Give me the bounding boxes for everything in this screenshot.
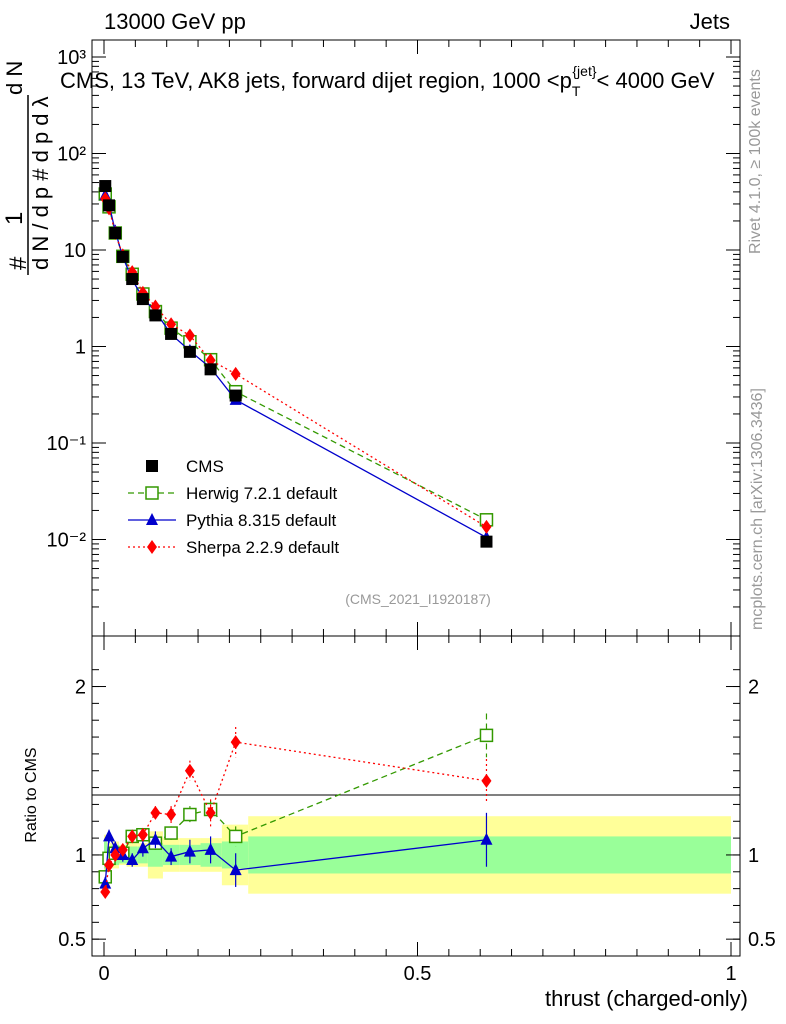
ratio-point <box>164 826 178 840</box>
ratio-point <box>204 842 217 855</box>
series-herwig <box>98 187 494 527</box>
y-tick-label: 10³ <box>57 47 86 69</box>
ratio-series-sherpa <box>100 726 492 899</box>
ratio-series-pythia <box>99 812 493 891</box>
data-point <box>183 345 196 358</box>
ratio-point <box>479 728 494 743</box>
ratio-ylabel: Ratio to CMS <box>23 747 40 842</box>
legend-marker <box>146 513 158 525</box>
ratio-y-tick-label-right: 1 <box>748 845 759 867</box>
ratio-point <box>183 844 196 857</box>
analysis-id-label: (CMS_2021_I1920187) <box>345 591 491 607</box>
ratio-point <box>205 805 216 820</box>
legend-marker <box>146 460 158 472</box>
inner-band <box>200 843 222 867</box>
data-point <box>99 180 112 193</box>
data-point <box>184 328 195 343</box>
data-point <box>116 250 129 263</box>
data-point <box>230 366 241 381</box>
ratio-point <box>127 829 138 844</box>
ratio-y-tick-label: 2 <box>75 677 86 699</box>
ratio-axis: 0.5 0.5 1 1 2 2 0 0.5 1 <box>58 636 776 985</box>
inner-band <box>221 841 249 869</box>
y-tick-label: 10⁻² <box>47 529 87 551</box>
x-tick-label: 1 <box>725 963 736 985</box>
svg-text:d N: d N <box>2 61 27 95</box>
ratio-uncertainty-bands <box>104 816 731 894</box>
header-right-label: Jets <box>690 9 730 34</box>
svg-text:d N / d p # d p d λ: d N / d p # d p d λ <box>28 96 53 270</box>
ratio-point <box>480 832 493 845</box>
ratio-data <box>98 713 494 899</box>
main-axis: 10⁻² 10⁻¹ 1 10 10² 10³ <box>47 40 740 636</box>
svg-text:#: # <box>5 256 32 270</box>
series-line <box>104 193 487 521</box>
ratio-point <box>99 876 112 889</box>
series-cms <box>99 180 493 548</box>
ratio-point <box>137 827 148 842</box>
y-tick-label: 10 <box>64 240 86 262</box>
series-sherpa <box>100 191 492 534</box>
data-point <box>166 317 177 332</box>
rivet-label: Rivet 4.1.0, ≥ 100k events <box>747 69 764 254</box>
legend-marker <box>145 486 159 500</box>
ratio-plot-frame <box>91 635 741 957</box>
header-left-label: 13000 GeV pp <box>104 9 246 34</box>
ratio-point <box>126 853 139 865</box>
ratio-point <box>149 832 162 845</box>
legend-label: Sherpa 2.2.9 default <box>186 538 339 557</box>
data-point <box>229 389 242 402</box>
x-axis-label: thrust (charged-only) <box>545 986 748 1011</box>
data-point <box>204 363 217 376</box>
data-point <box>481 519 492 534</box>
ratio-point <box>165 849 178 862</box>
data-point <box>136 293 149 306</box>
ratio-point <box>110 847 121 862</box>
x-tick-label: 0.5 <box>404 963 432 985</box>
ratio-point <box>229 863 242 876</box>
data-point <box>126 273 139 286</box>
ratio-point <box>184 763 195 778</box>
legend-label: CMS <box>186 457 224 476</box>
ratio-point <box>104 858 115 873</box>
legend-marker <box>147 540 157 554</box>
ratio-point <box>136 841 149 854</box>
ratio-y-tick-label-right: 2 <box>748 677 759 699</box>
legend-label: Pythia 8.315 default <box>186 511 337 530</box>
ratio-point <box>481 773 492 788</box>
ratio-point <box>230 735 241 750</box>
y-tick-label: 10² <box>57 143 86 165</box>
main-ylabel: # 1 d N / d p # d p d λ d N <box>1 61 53 275</box>
data-point <box>165 327 178 340</box>
legend-label: Herwig 7.2.1 default <box>186 484 337 503</box>
ratio-point <box>166 807 177 822</box>
chart-title: CMS, 13 TeV, AK8 jets, forward dijet reg… <box>60 63 715 99</box>
ratio-point <box>183 807 197 822</box>
y-tick-label: 1 <box>75 336 86 358</box>
ratio-point <box>117 842 128 857</box>
mcplots-label: mcplots.cern.ch [arXiv:1306.3436] <box>749 388 766 630</box>
ratio-point <box>228 829 243 844</box>
ratio-y-tick-label-right: 0.5 <box>748 929 776 951</box>
legend: CMS Herwig 7.2.1 default Pythia 8.315 defa… <box>128 457 339 557</box>
ratio-y-tick-label: 1 <box>75 845 86 867</box>
data-point <box>103 199 116 212</box>
ratio-point <box>150 805 161 820</box>
data-point <box>480 535 493 548</box>
y-tick-label: 10⁻¹ <box>47 433 87 455</box>
ratio-point <box>103 829 116 842</box>
data-point <box>149 309 162 322</box>
data-point <box>109 227 122 240</box>
svg-text:1: 1 <box>1 212 28 225</box>
series-line <box>104 198 487 528</box>
ratio-point <box>100 885 111 899</box>
x-tick-label: 0 <box>98 963 109 985</box>
main-data <box>98 180 494 548</box>
ratio-y-tick-label: 0.5 <box>58 929 86 951</box>
